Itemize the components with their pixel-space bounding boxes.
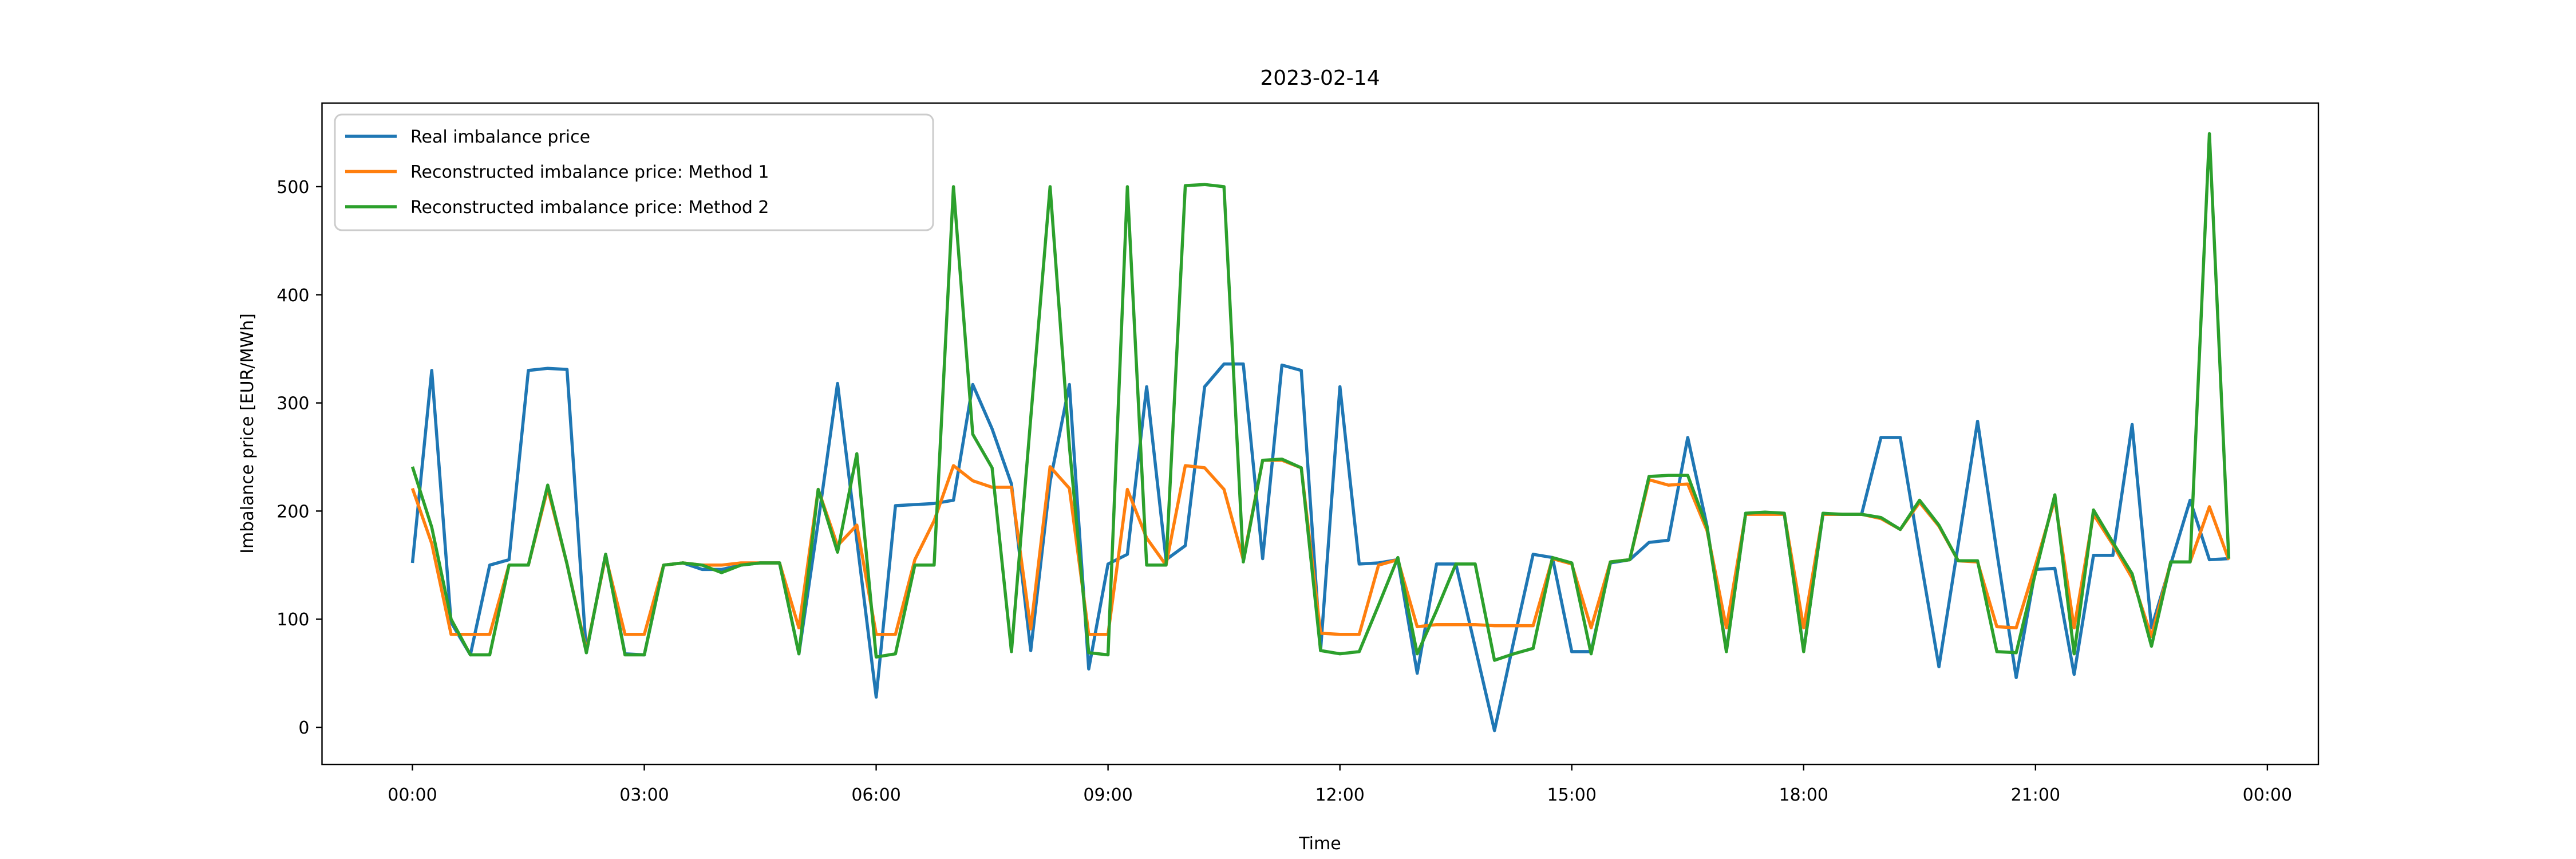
y-axis-label: Imbalance price [EUR/MWh]: [238, 313, 258, 554]
axes-spines: [321, 102, 2320, 766]
y-tick-label: 300: [276, 394, 309, 414]
x-tick-label: 21:00: [2011, 785, 2060, 805]
x-axis-label: Time: [1298, 834, 1341, 854]
x-tick-label: 00:00: [2243, 785, 2292, 805]
legend-entry-label: Reconstructed imbalance price: Method 2: [410, 198, 769, 218]
series-method2-line: [410, 132, 2231, 662]
y-tick-label: 400: [276, 286, 309, 306]
x-tick-label: 00:00: [388, 785, 437, 805]
y-tick-label: 200: [276, 502, 309, 522]
legend-box: Real imbalance price Reconstructed imbala…: [334, 113, 934, 231]
legend-entry-label: Reconstructed imbalance price: Method 1: [410, 163, 769, 183]
axis-ticks: 00:00 03:00 06:00 09:00 12:00 15:00 18:00 21:00…: [276, 178, 2292, 805]
y-tick-label: 500: [276, 178, 309, 198]
x-tick-label: 18:00: [1779, 785, 1828, 805]
x-tick-label: 12:00: [1315, 785, 1364, 805]
legend-entry-label: Real imbalance price: [410, 127, 590, 147]
series-lines: [410, 132, 2231, 732]
x-tick-label: 06:00: [851, 785, 900, 805]
y-tick-label: 0: [298, 718, 309, 738]
x-tick-label: 15:00: [1547, 785, 1596, 805]
plot-border: [321, 102, 2320, 766]
x-tick-label: 03:00: [619, 785, 669, 805]
x-tick-label: 09:00: [1083, 785, 1132, 805]
legend-frame: [334, 113, 934, 231]
y-tick-label: 100: [276, 610, 309, 630]
chart-title: 2023-02-14: [1260, 66, 1380, 90]
